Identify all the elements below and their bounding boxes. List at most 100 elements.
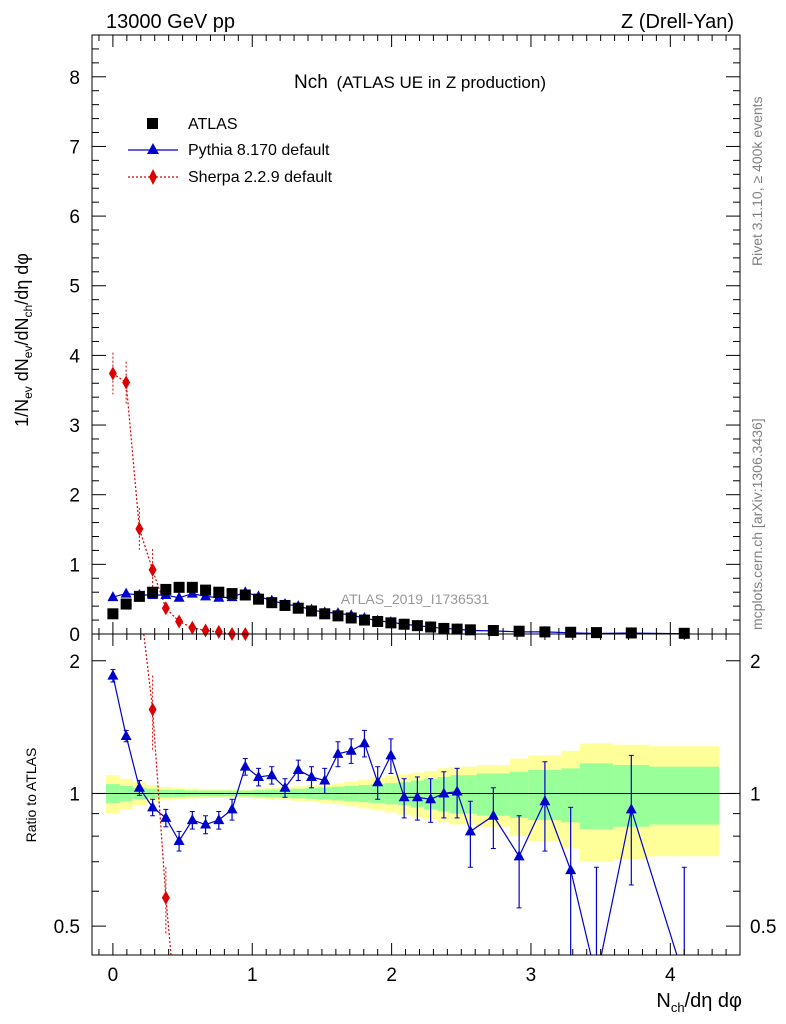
y-tick-label: 0	[69, 625, 80, 646]
atlas-point	[513, 625, 525, 637]
pythia-ratio-point	[464, 825, 476, 836]
pythia-ratio-point	[186, 814, 198, 825]
x-tick-label: 4	[665, 965, 676, 986]
pythia-ratio-point	[279, 781, 291, 792]
pythia-ratio-point	[565, 864, 577, 875]
y-tick-label: 4	[69, 346, 80, 367]
atlas-point	[107, 608, 119, 620]
legend-pythia-label: Pythia 8.170 default	[188, 142, 330, 159]
legend-atlas-label: ATLAS	[188, 116, 238, 133]
header-right: Z (Drell-Yan)	[621, 11, 734, 33]
sherpa-point	[214, 624, 223, 639]
band-green-bin	[464, 775, 477, 814]
y-tick-label: 6	[69, 207, 80, 228]
pythia-ratio-point	[120, 729, 132, 740]
plot-title: Nch (ATLAS UE in Z production)	[294, 72, 546, 93]
pythia-ratio-point	[305, 770, 317, 781]
plot-title-sub: (ATLAS UE in Z production)	[337, 73, 546, 92]
atlas-point	[279, 599, 291, 611]
sherpa-point	[148, 562, 157, 577]
atlas-point	[266, 597, 278, 609]
pythia-ratio-point	[625, 803, 637, 814]
sherpa-point	[135, 521, 144, 536]
pythia-ratio-point	[451, 785, 463, 796]
atlas-point	[319, 608, 331, 620]
atlas-point	[292, 602, 304, 614]
pythia-ratio-point	[425, 793, 437, 804]
pythia-ratio-point	[200, 818, 212, 829]
x-tick-label: 0	[108, 965, 119, 986]
atlas-point	[385, 617, 397, 629]
pythia-ratio-point	[513, 850, 525, 861]
pythia-ratio-point	[239, 760, 251, 771]
sherpa-ratio-point	[148, 702, 157, 717]
atlas-point	[590, 627, 602, 639]
x-tick-label: 1	[247, 965, 258, 986]
atlas-point	[253, 593, 265, 605]
ratio-clipped-group	[107, 634, 687, 955]
analysis-id: ATLAS_2019_I1736531	[341, 591, 490, 607]
pythia-ratio-point	[147, 801, 159, 812]
legend-sherpa-marker	[149, 169, 157, 185]
atlas-point	[487, 625, 499, 637]
pythia-ratio-point	[160, 811, 172, 822]
atlas-point	[133, 590, 145, 602]
legend-atlas-marker	[147, 118, 158, 129]
rivet-label: Rivet 3.1.10, ≥ 400k events	[749, 96, 765, 266]
atlas-point	[305, 605, 317, 617]
pythia-point	[120, 587, 132, 598]
pythia-ratio-point	[253, 770, 265, 781]
band-green-bin	[649, 766, 720, 825]
y-tick-label: 1	[69, 555, 80, 576]
ratio-y-tick-label: 1	[69, 784, 80, 805]
pythia-ratio-point	[292, 764, 304, 775]
atlas-point	[226, 588, 238, 600]
ratio-y-tick-label-right: 2	[750, 652, 761, 673]
ratio-plot-marks	[107, 634, 687, 955]
atlas-point	[425, 621, 437, 633]
x-tick-label: 3	[526, 965, 537, 986]
pythia-ratio-point	[319, 774, 331, 785]
y-tick-label: 7	[69, 137, 80, 158]
pythia-ratio-point	[266, 769, 278, 780]
main-plot-marks	[107, 352, 690, 641]
band-green-bin	[579, 763, 614, 830]
y-tick-label: 5	[69, 277, 80, 298]
pythia-ratio-point	[173, 835, 185, 846]
axes: 0 1 2 3 4 0 1 2 3 4 5 6 7 8 0.5 0.5 1 1 2 2	[54, 34, 776, 986]
plot-title-main: Nch	[294, 72, 328, 93]
y-tick-label: 3	[69, 416, 80, 437]
atlas-point	[160, 583, 172, 595]
atlas-point	[200, 584, 212, 596]
atlas-point	[398, 618, 410, 630]
pythia-ratio-point	[358, 737, 370, 748]
atlas-point	[451, 623, 463, 635]
atlas-point	[186, 581, 198, 593]
pythia-ratio-point	[398, 791, 410, 802]
atlas-point	[438, 622, 450, 634]
ratio-y-tick-label: 2	[69, 652, 80, 673]
atlas-point	[565, 626, 577, 638]
sherpa-ratio-point	[161, 890, 170, 905]
y-tick-label: 2	[69, 486, 80, 507]
atlas-point	[358, 614, 370, 626]
ratio-y-tick-label-right: 0.5	[750, 917, 776, 938]
ratio-y-tick-label-right: 1	[750, 784, 761, 805]
atlas-point	[239, 589, 251, 601]
y-axis-title: 1/Nev dNev/dNch/dη dφ	[12, 253, 35, 427]
atlas-point	[147, 586, 159, 598]
pythia-point	[173, 591, 185, 602]
atlas-point	[372, 615, 384, 627]
legend-pythia-marker	[147, 143, 159, 154]
pythia-ratio-point	[372, 776, 384, 787]
atlas-point	[345, 612, 357, 624]
atlas-point	[213, 586, 225, 598]
atlas-point	[625, 627, 637, 639]
atlas-point	[411, 620, 423, 632]
sherpa-ratio-line	[143, 634, 172, 955]
pythia-ratio-point	[438, 787, 450, 798]
pythia-ratio-point	[133, 781, 145, 792]
x-tick-label: 2	[386, 965, 397, 986]
pythia-ratio-point	[213, 814, 225, 825]
